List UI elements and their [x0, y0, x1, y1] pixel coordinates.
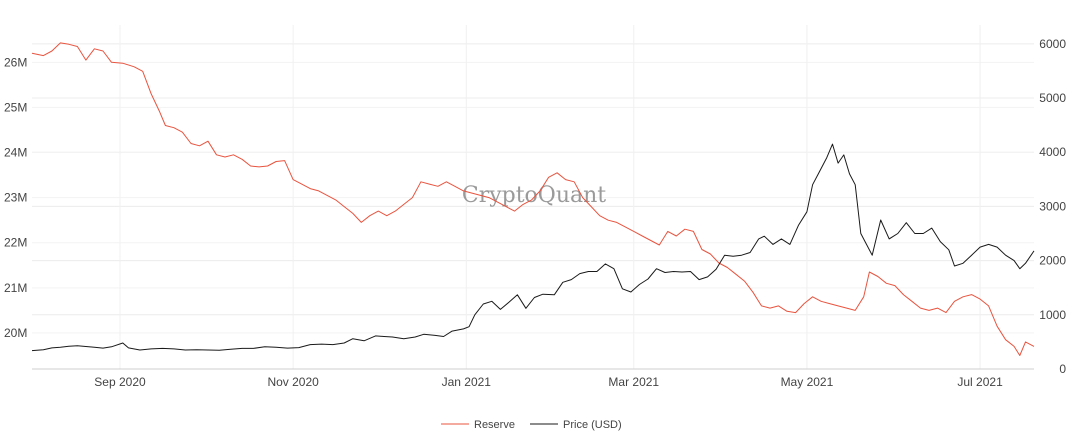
y-left-tick-label: 25M	[4, 100, 27, 114]
x-tick-label: Mar 2021	[608, 375, 659, 389]
x-tick-label: Jul 2021	[957, 375, 1003, 389]
chart-watermark: CryptoQuant	[462, 183, 606, 208]
x-tick-label: May 2021	[781, 375, 834, 389]
x-tick-label: Sep 2020	[94, 375, 146, 389]
y-right-tick-label: 0	[1059, 362, 1066, 376]
y-axis-right-ticks: 0 1000 2000 3000 4000 5000 6000	[1039, 37, 1066, 376]
y-right-tick-label: 3000	[1039, 199, 1066, 213]
grid-lines	[32, 25, 1034, 370]
series-line-reserve	[31, 42, 1035, 356]
y-left-tick-label: 20M	[4, 326, 27, 340]
legend-item[interactable]: Reserve	[441, 419, 515, 431]
y-right-tick-label: 2000	[1039, 254, 1066, 268]
y-left-tick-label: 23M	[4, 191, 27, 205]
series-line-price-usd	[31, 143, 1035, 352]
y-axis-left-ticks: 20M 21M 22M 23M 24M 25M 26M	[4, 55, 27, 340]
y-left-tick-label: 26M	[4, 55, 27, 69]
y-right-tick-label: 1000	[1039, 308, 1066, 322]
legend-label: Reserve	[474, 419, 515, 431]
y-right-tick-label: 6000	[1039, 37, 1066, 51]
legend-item[interactable]: Price (USD)	[530, 419, 622, 431]
y-left-tick-label: 24M	[4, 146, 27, 160]
x-tick-label: Jan 2021	[442, 375, 492, 389]
x-axis-ticks: Sep 2020 Nov 2020 Jan 2021 Mar 2021 May 2021…	[94, 375, 1003, 389]
y-right-tick-label: 5000	[1039, 91, 1066, 105]
series-lines	[31, 42, 1035, 356]
y-left-tick-label: 22M	[4, 236, 27, 250]
x-tick-label: Nov 2020	[267, 375, 319, 389]
legend-label: Price (USD)	[563, 419, 622, 431]
chart-legend[interactable]: Reserve Price (USD)	[441, 419, 622, 431]
y-right-tick-label: 4000	[1039, 145, 1066, 159]
y-left-tick-label: 21M	[4, 281, 27, 295]
